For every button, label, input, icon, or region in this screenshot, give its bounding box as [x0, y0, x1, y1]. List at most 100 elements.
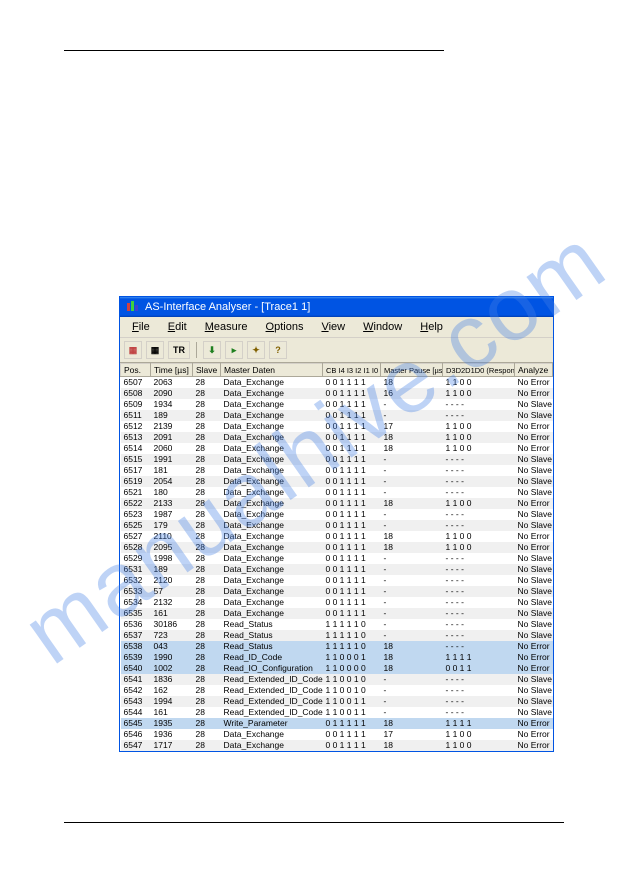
- table-row[interactable]: 6512213928Data_Exchange0 0 1 1 1 1171 1 …: [121, 421, 553, 432]
- cell-cb: 0 0 1 1 1 1: [323, 432, 381, 443]
- table-row[interactable]: 6509193428Data_Exchange0 0 1 1 1 1-- - -…: [121, 399, 553, 410]
- cell-resp: - - - -: [443, 597, 515, 608]
- cell-mp: 18: [381, 740, 443, 751]
- cell-slave: 28: [193, 531, 221, 542]
- cell-resp: 1 1 0 0: [443, 740, 515, 751]
- tool-btn-tr[interactable]: TR: [168, 341, 190, 359]
- cell-pos: 6528: [121, 542, 151, 553]
- table-row[interactable]: 6532212028Data_Exchange0 0 1 1 1 1-- - -…: [121, 575, 553, 586]
- table-row[interactable]: 6513209128Data_Exchange0 0 1 1 1 1181 1 …: [121, 432, 553, 443]
- table-row[interactable]: 653118928Data_Exchange0 0 1 1 1 1-- - - …: [121, 564, 553, 575]
- table-row[interactable]: 654216228Read_Extended_ID_Code11 1 0 0 1…: [121, 685, 553, 696]
- table-row[interactable]: 653772328Read_Status1 1 1 1 1 0-- - - -N…: [121, 630, 553, 641]
- table-row[interactable]: 6543199428Read_Extended_ID_Code21 1 0 0 …: [121, 696, 553, 707]
- table-row[interactable]: 65363018628Read_Status1 1 1 1 1 0-- - - …: [121, 619, 553, 630]
- cell-pos: 6533: [121, 586, 151, 597]
- table-row[interactable]: 6541183628Read_Extended_ID_Code11 1 0 0 …: [121, 674, 553, 685]
- table-row[interactable]: 6540100228Read_IO_Configuration1 1 0 0 0…: [121, 663, 553, 674]
- table-row[interactable]: 651718128Data_Exchange0 0 1 1 1 1-- - - …: [121, 465, 553, 476]
- table-row[interactable]: 6546193628Data_Exchange0 0 1 1 1 1171 1 …: [121, 729, 553, 740]
- cell-cb: 0 0 1 1 1 1: [323, 443, 381, 454]
- cell-cb: 1 1 0 0 1 0: [323, 674, 381, 685]
- cell-slave: 28: [193, 443, 221, 454]
- cell-slave: 28: [193, 674, 221, 685]
- table-row[interactable]: 652118028Data_Exchange0 0 1 1 1 1-- - - …: [121, 487, 553, 498]
- col-analyze[interactable]: Analyze: [515, 364, 553, 377]
- cell-an: No Slave Response: [515, 586, 553, 597]
- cell-slave: 28: [193, 740, 221, 751]
- cell-mp: 18: [381, 531, 443, 542]
- table-row[interactable]: 6515199128Data_Exchange0 0 1 1 1 1-- - -…: [121, 454, 553, 465]
- col-master-daten[interactable]: Master Daten: [221, 364, 323, 377]
- table-row[interactable]: 654416128Read_Extended_ID_Code21 1 0 0 1…: [121, 707, 553, 718]
- cell-cb: 1 1 0 0 1 1: [323, 696, 381, 707]
- table-row[interactable]: 6514206028Data_Exchange0 0 1 1 1 1181 1 …: [121, 443, 553, 454]
- menu-measure[interactable]: Measure: [197, 319, 256, 335]
- table-row[interactable]: 6527211028Data_Exchange0 0 1 1 1 1181 1 …: [121, 531, 553, 542]
- menu-help[interactable]: Help: [412, 319, 451, 335]
- cell-an: No Slave Response: [515, 454, 553, 465]
- menu-options[interactable]: Options: [258, 319, 312, 335]
- cell-md: Data_Exchange: [221, 443, 323, 454]
- col-slave[interactable]: Slave: [193, 364, 221, 377]
- menu-view[interactable]: View: [313, 319, 353, 335]
- tool-btn-down[interactable]: ⬇: [203, 341, 221, 359]
- col-time[interactable]: Time [µs]: [151, 364, 193, 377]
- menu-window[interactable]: Window: [355, 319, 410, 335]
- cell-resp: 1 1 0 0: [443, 432, 515, 443]
- tool-btn-2[interactable]: ▦: [146, 341, 164, 359]
- cell-pos: 6522: [121, 498, 151, 509]
- cell-cb: 1 1 1 1 1 0: [323, 630, 381, 641]
- cell-mp: -: [381, 564, 443, 575]
- col-cb[interactable]: CB I4 I3 I2 I1 I0: [323, 364, 381, 377]
- table-row[interactable]: 651118928Data_Exchange0 0 1 1 1 1-- - - …: [121, 410, 553, 421]
- cell-slave: 28: [193, 410, 221, 421]
- col-response[interactable]: D3D2D1D0 (Response): [443, 364, 515, 377]
- table-row[interactable]: 6547171728Data_Exchange0 0 1 1 1 1181 1 …: [121, 740, 553, 751]
- cell-an: No Slave Response: [515, 553, 553, 564]
- col-master-pause[interactable]: Master Pause [µs]: [381, 364, 443, 377]
- table-row[interactable]: 6507206328Data_Exchange0 0 1 1 1 1181 1 …: [121, 377, 553, 389]
- table-row[interactable]: 6508209028Data_Exchange0 0 1 1 1 1161 1 …: [121, 388, 553, 399]
- cell-time: 2060: [151, 443, 193, 454]
- table-row[interactable]: 653516128Data_Exchange0 0 1 1 1 1-- - - …: [121, 608, 553, 619]
- tool-btn-help[interactable]: ?: [269, 341, 287, 359]
- cell-mp: 16: [381, 388, 443, 399]
- menu-file[interactable]: File: [124, 319, 158, 335]
- cell-time: 1717: [151, 740, 193, 751]
- table-row[interactable]: 652517928Data_Exchange0 0 1 1 1 1-- - - …: [121, 520, 553, 531]
- table-row[interactable]: 6534213228Data_Exchange0 0 1 1 1 1-- - -…: [121, 597, 553, 608]
- table-row[interactable]: 6545193528Write_Parameter0 1 1 1 1 1181 …: [121, 718, 553, 729]
- cell-mp: 18: [381, 377, 443, 389]
- tool-btn-gear[interactable]: ✦: [247, 341, 265, 359]
- page-bottom-rule: [64, 822, 564, 823]
- table-row[interactable]: 65335728Data_Exchange0 0 1 1 1 1-- - - -…: [121, 586, 553, 597]
- cell-resp: - - - -: [443, 630, 515, 641]
- cell-time: 1991: [151, 454, 193, 465]
- menu-edit[interactable]: Edit: [160, 319, 195, 335]
- cell-an: No Slave Response: [515, 399, 553, 410]
- table-row[interactable]: 6529199828Data_Exchange0 0 1 1 1 1-- - -…: [121, 553, 553, 564]
- cell-cb: 0 0 1 1 1 1: [323, 399, 381, 410]
- cell-cb: 0 0 1 1 1 1: [323, 586, 381, 597]
- table-row[interactable]: 6539199028Read_ID_Code1 1 0 0 0 1181 1 1…: [121, 652, 553, 663]
- table-row[interactable]: 6528209528Data_Exchange0 0 1 1 1 1181 1 …: [121, 542, 553, 553]
- table-row[interactable]: 6519205428Data_Exchange0 0 1 1 1 1-- - -…: [121, 476, 553, 487]
- cell-md: Data_Exchange: [221, 531, 323, 542]
- cell-md: Read_Extended_ID_Code1: [221, 674, 323, 685]
- table-row[interactable]: 6522213328Data_Exchange0 0 1 1 1 1181 1 …: [121, 498, 553, 509]
- toolbar-sep: [196, 342, 197, 358]
- cell-slave: 28: [193, 432, 221, 443]
- cell-cb: 0 0 1 1 1 1: [323, 740, 381, 751]
- col-pos[interactable]: Pos.: [121, 364, 151, 377]
- table-row[interactable]: 6523198728Data_Exchange0 0 1 1 1 1-- - -…: [121, 509, 553, 520]
- cell-slave: 28: [193, 641, 221, 652]
- tool-btn-1[interactable]: ▦: [124, 341, 142, 359]
- cell-cb: 0 0 1 1 1 1: [323, 454, 381, 465]
- table-row[interactable]: 653804328Read_Status1 1 1 1 1 018- - - -…: [121, 641, 553, 652]
- grid-header: Pos. Time [µs] Slave Master Daten CB I4 …: [121, 364, 553, 377]
- cell-cb: 0 0 1 1 1 1: [323, 388, 381, 399]
- tool-btn-play[interactable]: ▸: [225, 341, 243, 359]
- cell-pos: 6507: [121, 377, 151, 389]
- cell-resp: - - - -: [443, 553, 515, 564]
